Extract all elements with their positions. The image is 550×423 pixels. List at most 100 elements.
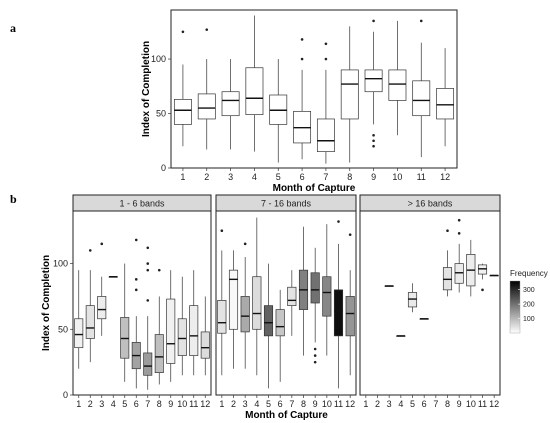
chart-b-facet-3-outlier-9-1 xyxy=(457,218,461,222)
chart-a-y-axis-title: Index of Completion xyxy=(141,41,152,137)
chart-b-facet-1-xtick-label-4: 4 xyxy=(111,399,116,409)
chart-b-facet-2-xtick-label-8: 8 xyxy=(301,399,306,409)
chart-b-facet-1-box-5 xyxy=(120,263,130,382)
chart-b-legend-tick-label-200: 200 xyxy=(523,302,535,309)
chart-b-facet-3-plot-frame xyxy=(359,210,501,396)
chart-b-facet-1-box-9 xyxy=(166,270,176,382)
chart-b-facet-3-strip-label: > 16 bands xyxy=(408,199,453,209)
chart-b-facet-2-outlier-9-1 xyxy=(313,354,317,357)
chart-b-facet-1-box-8 xyxy=(154,268,164,385)
chart-b-facet-2-xtick-label-7: 7 xyxy=(289,399,294,409)
chart-b-facet-3-xtick-label-2: 2 xyxy=(375,399,380,409)
chart-a-iqr-7 xyxy=(316,118,335,153)
chart-b-facet-2-iqr-2 xyxy=(228,269,239,330)
chart-a-iqr-9 xyxy=(364,69,383,93)
chart-a-box-2 xyxy=(197,28,216,150)
chart-a-xtick-label-4: 4 xyxy=(252,172,257,182)
chart-b-facet-1-outlier-2-0 xyxy=(88,249,92,252)
chart-b-facet-2-box-6 xyxy=(275,289,285,382)
chart-a-outlier-1-0 xyxy=(181,30,185,34)
chart-a-box-6 xyxy=(293,38,312,160)
chart-b-facet-3-xtick-label-10: 10 xyxy=(466,399,476,409)
chart-a-iqr-11 xyxy=(412,80,431,117)
chart-b-facet-1-iqr-1 xyxy=(74,318,84,349)
chart-b-facet-1-xtick-label-9: 9 xyxy=(168,399,173,409)
chart-b-facet-2-xtick-label-2: 2 xyxy=(231,399,236,409)
chart-b-facet-1-outlier-3-0 xyxy=(100,242,104,246)
chart-b-facet-2-box-8 xyxy=(298,226,309,356)
chart-a-xtick-label-7: 7 xyxy=(323,172,328,182)
chart-b-facet-3-outlier-11-0 xyxy=(481,288,484,292)
chart-b-facet-1-iqr-2 xyxy=(85,305,95,339)
chart-b-facet-3-xtick-label-4: 4 xyxy=(398,399,403,409)
chart-b-legend-colorbar xyxy=(509,280,521,334)
chart-a-box-9 xyxy=(364,19,383,148)
chart-a-xtick-label-5: 5 xyxy=(276,172,281,182)
chart-b-facet-2-box-9 xyxy=(310,247,320,364)
chart-b-facet-2-plot-frame xyxy=(215,210,357,396)
chart-a-xtick-label-12: 12 xyxy=(440,172,450,182)
chart-b-facet-3-xtick-label-11: 11 xyxy=(478,399,487,409)
chart-b-facet-2-iqr-7 xyxy=(287,286,297,306)
chart-b-facet-2-xtick-label-1: 1 xyxy=(219,399,224,409)
chart-b-facet-3-xtick-label-9: 9 xyxy=(457,399,462,409)
chart-b-facet-2-xtick-label-10: 10 xyxy=(322,399,332,409)
chart-a-iqr-10 xyxy=(388,69,407,101)
chart-b-facet-1-outlier-7-3 xyxy=(146,246,150,250)
panel-b-letter: b xyxy=(10,192,17,206)
chart-b-facet-2-iqr-12 xyxy=(345,296,355,337)
chart-b-facet-2-outlier-9-2 xyxy=(313,347,317,351)
chart-a-iqr-12 xyxy=(436,88,455,120)
chart-b-ytick-label-100: 100 xyxy=(53,259,68,269)
chart-b-facet-2-outlier-11-0 xyxy=(337,220,340,223)
chart-b-facet-1-xtick-label-11: 11 xyxy=(189,399,198,409)
chart-a-iqr-8 xyxy=(340,69,359,120)
panel-a-letter: a xyxy=(10,21,16,35)
chart-b-facet-3-box-6 xyxy=(419,318,429,320)
chart-a-xtick-label-6: 6 xyxy=(300,172,305,182)
chart-a-iqr-1 xyxy=(173,99,192,125)
chart-b-facet-1-box-11 xyxy=(189,270,199,376)
chart-b-facet-2-outlier-12-0 xyxy=(348,233,352,236)
chart-b-facet-1-plot-frame xyxy=(72,210,212,396)
chart-b-facet-2-outlier-3-0 xyxy=(243,242,247,246)
chart-b-facet-1-outlier-7-0 xyxy=(146,299,150,302)
chart-b-facet-2-box-2 xyxy=(228,250,239,369)
chart-b-facet-2-iqr-10 xyxy=(322,276,332,317)
chart-b-facet-1-iqr-11 xyxy=(189,305,199,356)
chart-b-facet-3-xtick-label-12: 12 xyxy=(489,399,499,409)
chart-b-facet-1-iqr-7 xyxy=(143,352,153,376)
chart-a-box-12 xyxy=(436,48,455,147)
chart-b-legend-title: Frequency xyxy=(510,269,548,278)
chart-a-iqr-4 xyxy=(245,67,264,115)
chart-a-xtick-label-11: 11 xyxy=(417,172,426,182)
chart-b-facet-1-outlier-6-0 xyxy=(134,288,138,292)
chart-a-outlier-7-1 xyxy=(324,42,328,46)
chart-b-facet-1-iqr-3 xyxy=(97,296,107,320)
chart-a-box-3 xyxy=(221,59,240,150)
chart-b-facet-1-xtick-label-8: 8 xyxy=(157,399,162,409)
chart-b-facet-3-box-3 xyxy=(384,285,394,287)
chart-a-outlier-11-0 xyxy=(419,19,423,23)
chart-a-outlier-7-0 xyxy=(324,57,328,61)
chart-b-x-axis-title: Month of Capture xyxy=(245,410,328,421)
chart-b-facet-1-outlier-8-0 xyxy=(157,268,161,272)
chart-b-facet-1-iqr-12 xyxy=(200,331,210,359)
chart-b-facet-2-box-1 xyxy=(217,229,227,376)
chart-a-ytick-label-0: 0 xyxy=(161,163,166,173)
chart-b-facet-1-strip-label: 1 - 6 bands xyxy=(119,199,165,209)
chart-b-facet-2-xtick-label-6: 6 xyxy=(278,399,283,409)
chart-b-facet-2-box-7 xyxy=(287,270,297,336)
chart-b-facet-2-box-3 xyxy=(240,242,250,369)
chart-b-facet-3-outlier-9-0 xyxy=(457,232,461,235)
chart-a-box-1 xyxy=(173,30,192,147)
chart-b-facet-2-outlier-9-0 xyxy=(313,360,317,364)
chart-a-xtick-label-3: 3 xyxy=(228,172,233,182)
chart-b-facet-2-strip-label: 7 - 16 bands xyxy=(261,199,312,209)
chart-b-facet-1-xtick-label-12: 12 xyxy=(200,399,210,409)
chart-a-xtick-label-2: 2 xyxy=(204,172,209,182)
chart-b-facet-2-xtick-label-12: 12 xyxy=(345,399,355,409)
